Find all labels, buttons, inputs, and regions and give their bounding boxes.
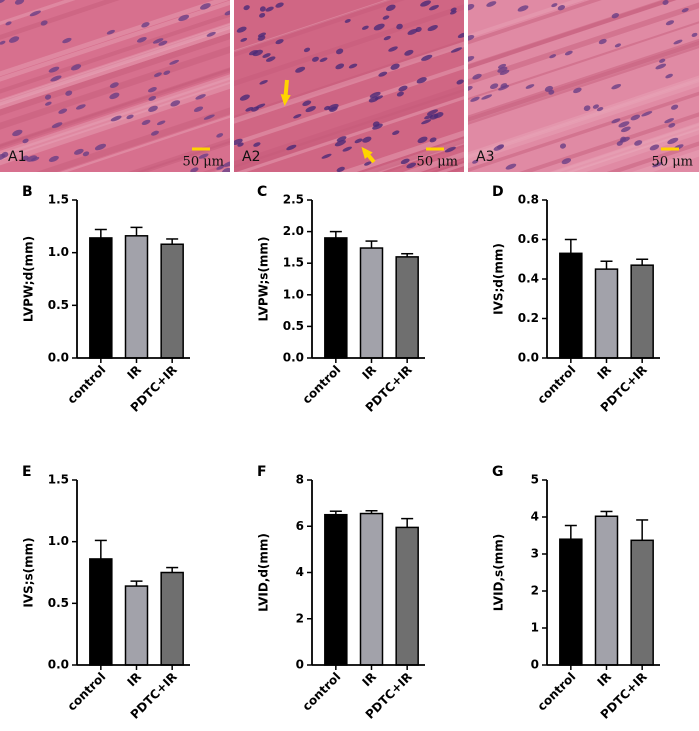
x-tick-label: IR bbox=[359, 363, 379, 383]
x-tick-label: control bbox=[535, 363, 579, 407]
image-label: A2 bbox=[242, 149, 260, 165]
bar bbox=[89, 237, 113, 359]
x-tick-label: control bbox=[300, 363, 344, 407]
x-tick-label: IR bbox=[124, 670, 144, 690]
bar bbox=[559, 538, 583, 666]
bar bbox=[594, 268, 619, 359]
y-tick-label: 1.0 bbox=[48, 534, 69, 548]
x-tick-label: control bbox=[535, 670, 579, 714]
x-tick-label: control bbox=[65, 670, 109, 714]
y-axis-label: LVPW;d(mm) bbox=[22, 236, 36, 322]
y-tick-label: 0.0 bbox=[518, 351, 539, 365]
y-tick-label: 1.0 bbox=[48, 245, 69, 259]
y-tick-label: 4 bbox=[531, 510, 539, 524]
x-tick-label: control bbox=[300, 670, 344, 714]
bar bbox=[324, 237, 348, 359]
arrow-head bbox=[361, 146, 373, 159]
y-tick-label: 2.5 bbox=[283, 193, 304, 207]
y-tick-label: 0.6 bbox=[518, 232, 539, 246]
y-tick-label: 0.5 bbox=[283, 319, 304, 333]
scale-label: 50 μm bbox=[183, 155, 224, 170]
y-tick-label: 0.2 bbox=[518, 311, 539, 325]
y-tick-label: 0.5 bbox=[48, 298, 69, 312]
y-axis-label: IVS;d(mm) bbox=[492, 243, 506, 315]
bar bbox=[89, 558, 113, 666]
x-tick-label: IR bbox=[594, 363, 614, 383]
y-axis-label: LVPW;s(mm) bbox=[257, 237, 271, 322]
y-tick-label: 3 bbox=[531, 547, 539, 561]
bar bbox=[160, 243, 184, 359]
y-axis-label: LVID,d(mm) bbox=[257, 533, 271, 612]
histology-image: A1 50 μm bbox=[0, 0, 230, 172]
y-tick-label: 1.5 bbox=[48, 473, 69, 487]
panel-label: C bbox=[257, 184, 267, 200]
panel-label: F bbox=[257, 464, 267, 480]
y-tick-label: 0.4 bbox=[518, 272, 539, 286]
y-tick-label: 0.0 bbox=[283, 351, 304, 365]
y-tick-label: 2 bbox=[296, 611, 304, 625]
panel-label: D bbox=[492, 184, 504, 200]
panel-label: G bbox=[492, 464, 504, 480]
bar bbox=[559, 252, 583, 359]
bar bbox=[124, 235, 149, 359]
y-tick-label: 1.5 bbox=[283, 256, 304, 270]
y-tick-label: 6 bbox=[296, 519, 304, 533]
y-tick-label: 4 bbox=[296, 565, 304, 579]
bar bbox=[124, 585, 149, 666]
y-axis-label: IVS;s(mm) bbox=[22, 537, 36, 607]
y-tick-label: 5 bbox=[531, 473, 539, 487]
y-tick-label: 0 bbox=[296, 658, 304, 672]
x-tick-label: control bbox=[65, 363, 109, 407]
y-tick-label: 2 bbox=[531, 584, 539, 598]
bar bbox=[594, 515, 619, 666]
y-tick-label: 1 bbox=[531, 621, 539, 635]
y-tick-label: 0 bbox=[531, 658, 539, 672]
scale-label: 50 μm bbox=[417, 155, 458, 170]
y-tick-label: 1.0 bbox=[283, 287, 304, 301]
panel-label: E bbox=[22, 464, 32, 480]
y-tick-label: 0.5 bbox=[48, 596, 69, 610]
bar bbox=[359, 512, 384, 666]
y-tick-label: 0.8 bbox=[518, 193, 539, 207]
y-tick-label: 2.0 bbox=[283, 224, 304, 238]
image-label: A3 bbox=[476, 149, 494, 165]
y-tick-label: 8 bbox=[296, 473, 304, 487]
x-tick-label: IR bbox=[124, 363, 144, 383]
x-tick-label: IR bbox=[359, 670, 379, 690]
bar bbox=[395, 526, 419, 666]
panel-label: B bbox=[22, 184, 33, 200]
histology-image: A3 50 μm bbox=[468, 0, 699, 172]
bar bbox=[630, 539, 654, 666]
bar bbox=[160, 571, 184, 666]
histology-image: A2 50 μm bbox=[234, 0, 464, 172]
y-tick-label: 1.5 bbox=[48, 193, 69, 207]
y-tick-label: 0.0 bbox=[48, 658, 69, 672]
bar bbox=[395, 256, 419, 359]
y-axis-label: LVID,s(mm) bbox=[492, 534, 506, 611]
bar bbox=[324, 513, 348, 666]
x-tick-label: IR bbox=[594, 670, 614, 690]
scale-label: 50 μm bbox=[652, 155, 693, 170]
bar bbox=[359, 247, 384, 359]
bar bbox=[630, 264, 654, 359]
arrow-head bbox=[280, 94, 291, 106]
y-tick-label: 0.0 bbox=[48, 351, 69, 365]
image-label: A1 bbox=[8, 149, 26, 165]
